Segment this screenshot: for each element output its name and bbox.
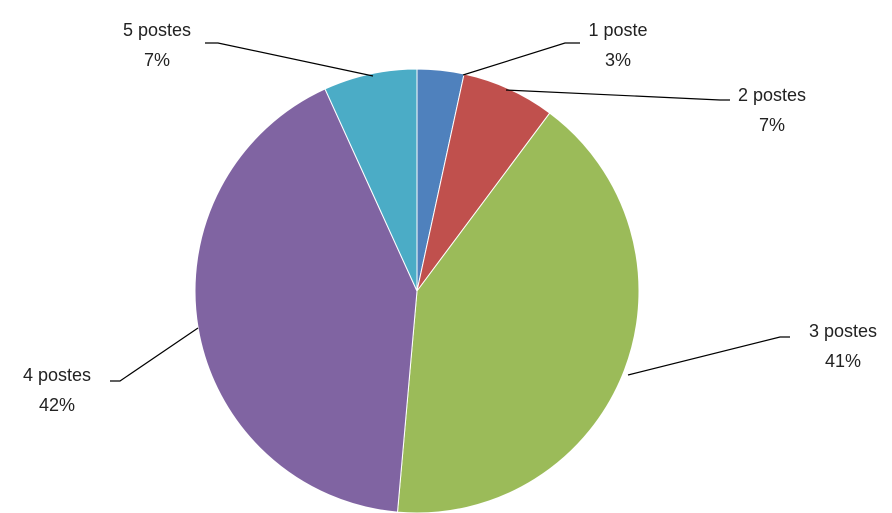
slice-percent-label-2: 7%	[759, 115, 785, 135]
slice-category-label-2: 2 postes	[738, 85, 806, 105]
leader-line-1	[462, 42, 580, 76]
slice-category-label-1: 1 poste	[588, 20, 647, 40]
pie-data-labels: 1 poste 3% 2 postes 7% 3 postes 41% 4 postes 42…	[23, 20, 877, 415]
leader-line-5	[205, 42, 374, 77]
pie-slices	[194, 68, 640, 513]
slice-percent-label-5: 7%	[144, 50, 170, 70]
slice-category-label-3: 3 postes	[809, 321, 877, 341]
leader-line-3	[627, 336, 790, 376]
slice-category-label-5: 5 postes	[123, 20, 191, 40]
leader-line-4	[110, 327, 199, 382]
leader-line-2	[505, 89, 730, 101]
slice-percent-label-1: 3%	[605, 50, 631, 70]
pie-slice-3	[396, 112, 640, 513]
pie-slice-5	[324, 68, 418, 292]
slice-percent-label-3: 41%	[825, 351, 861, 371]
slice-percent-label-4: 42%	[39, 395, 75, 415]
slice-category-label-4: 4 postes	[23, 365, 91, 385]
